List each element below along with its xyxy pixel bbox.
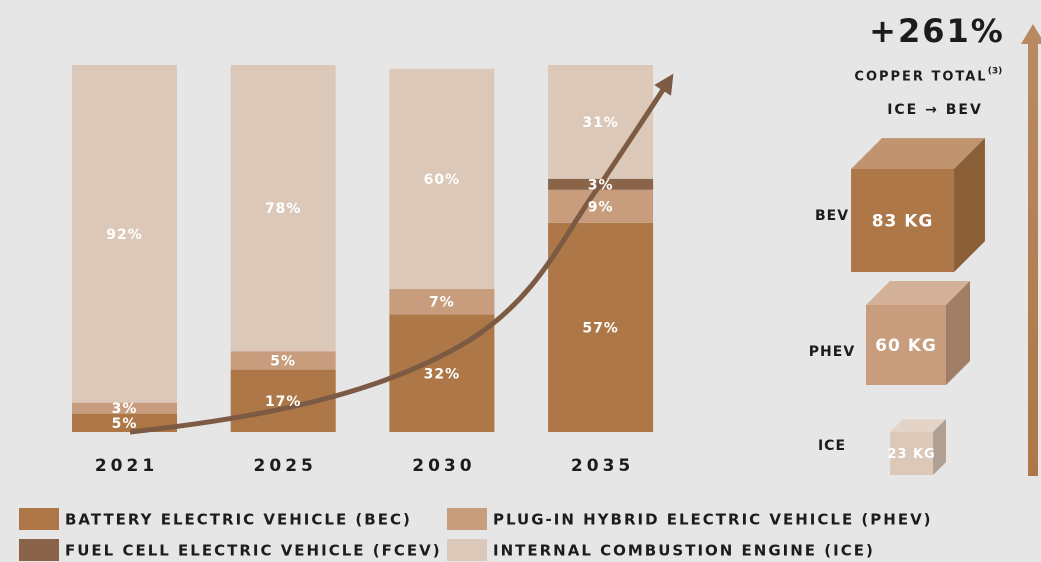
legend-swatch xyxy=(447,539,487,561)
scale-arrow xyxy=(1028,42,1038,476)
cube-top-shade xyxy=(890,419,946,432)
cube-front xyxy=(890,432,934,475)
data-label: 92% xyxy=(106,227,143,243)
legend-swatch xyxy=(19,508,59,530)
cube-top xyxy=(890,419,946,432)
cube-name: BEV xyxy=(815,208,849,224)
x-tick-label: 2035 xyxy=(571,456,634,476)
bar-segment xyxy=(230,65,336,352)
data-label: 7% xyxy=(429,295,455,311)
data-label: 3% xyxy=(588,177,614,193)
legend-label: INTERNAL COMBUSTION ENGINE (ICE) xyxy=(493,542,875,560)
labels: 20215%3%92%202517%5%78%203032%7%60%20355… xyxy=(95,115,634,476)
cube-top xyxy=(851,138,985,169)
data-label: 9% xyxy=(588,199,614,215)
cube-side xyxy=(954,138,985,272)
cube-side xyxy=(946,281,970,385)
bar-segment xyxy=(548,65,654,179)
bar-segment xyxy=(72,402,177,414)
cube-label: 83 KG xyxy=(872,212,934,232)
legend-label: FUEL CELL ELECTRIC VEHICLE (FCEV) xyxy=(65,542,442,560)
x-tick-label: 2021 xyxy=(95,456,158,476)
cube-label: 23 KG xyxy=(887,447,935,462)
copper-title: COPPER TOTAL xyxy=(854,70,987,85)
bar-segment xyxy=(548,189,654,223)
cube-side xyxy=(933,419,946,475)
cube-name: ICE xyxy=(818,438,846,454)
data-label: 3% xyxy=(112,401,138,417)
copper-subtitle: ICE → BEV xyxy=(887,102,983,118)
cube-side-shade xyxy=(946,281,970,385)
data-label: 32% xyxy=(424,366,461,382)
data-label: 31% xyxy=(582,115,619,131)
legend-swatch xyxy=(447,508,487,530)
cube-name: PHEV xyxy=(809,344,855,360)
data-label: 5% xyxy=(270,353,296,369)
cube-side-shade xyxy=(933,419,946,475)
data-label: 17% xyxy=(265,394,302,410)
headline: +261% xyxy=(869,12,1005,50)
data-label: 78% xyxy=(265,201,302,217)
cube-label: 60 KG xyxy=(875,336,937,356)
bar-segment xyxy=(72,65,177,403)
data-label: 5% xyxy=(112,416,138,432)
data-label: 60% xyxy=(424,172,461,188)
scale-arrow-head xyxy=(1021,24,1041,44)
bar-segment xyxy=(389,288,495,315)
cube-top-shade xyxy=(866,281,970,305)
bars xyxy=(72,65,654,432)
cube-side-shade xyxy=(954,138,985,272)
footnote-ref: (3) xyxy=(988,67,1003,77)
x-tick-label: 2025 xyxy=(254,456,317,476)
data-label: 57% xyxy=(582,320,619,336)
bar-segment xyxy=(548,222,654,432)
bar-segment xyxy=(389,68,495,289)
legend-label: PLUG-IN HYBRID ELECTRIC VEHICLE (PHEV) xyxy=(493,511,933,529)
cube-top xyxy=(866,281,970,305)
cubes: 83 KG BEV 60 KG PHEV 23 KG ICE xyxy=(809,138,985,475)
legend-label: BATTERY ELECTRIC VEHICLE (BEC) xyxy=(65,511,412,529)
trend-arrow xyxy=(129,73,674,435)
x-tick-label: 2030 xyxy=(412,456,475,476)
cube-front xyxy=(866,305,946,385)
cube-top-shade xyxy=(851,138,985,169)
cube-front xyxy=(851,169,955,272)
bar-segment xyxy=(230,351,336,370)
legend-swatch xyxy=(19,539,59,561)
